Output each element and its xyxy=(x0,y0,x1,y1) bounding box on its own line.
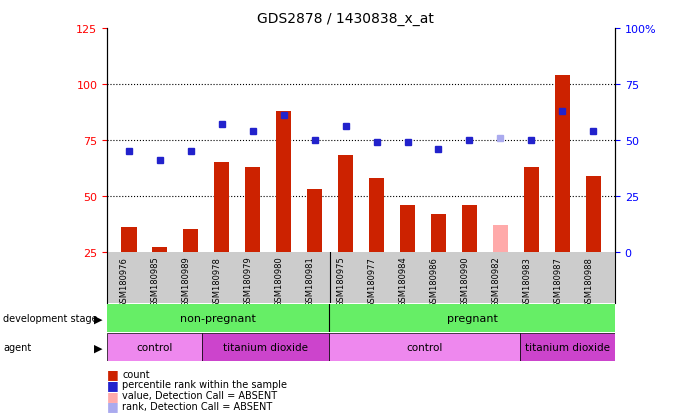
Text: GSM180981: GSM180981 xyxy=(305,256,314,307)
Text: GSM180979: GSM180979 xyxy=(244,256,253,307)
Text: GSM180982: GSM180982 xyxy=(491,256,500,307)
Text: rank, Detection Call = ABSENT: rank, Detection Call = ABSENT xyxy=(122,401,272,411)
Bar xyxy=(121,228,137,252)
Text: GSM180985: GSM180985 xyxy=(151,256,160,307)
Bar xyxy=(493,225,508,252)
Bar xyxy=(555,76,570,252)
Text: GSM180988: GSM180988 xyxy=(585,256,594,307)
Bar xyxy=(400,205,415,252)
Text: pregnant: pregnant xyxy=(446,313,498,323)
Bar xyxy=(307,190,322,252)
Text: ■: ■ xyxy=(107,389,119,402)
Bar xyxy=(585,176,601,252)
Bar xyxy=(276,112,292,252)
Bar xyxy=(214,163,229,252)
Text: ▶: ▶ xyxy=(94,313,102,323)
Text: count: count xyxy=(122,369,150,379)
Text: non-pregnant: non-pregnant xyxy=(180,313,256,323)
Bar xyxy=(245,167,261,252)
Bar xyxy=(524,167,539,252)
Text: GSM180976: GSM180976 xyxy=(120,256,129,307)
Bar xyxy=(338,156,353,252)
Bar xyxy=(183,230,198,252)
Text: GSM180984: GSM180984 xyxy=(399,256,408,307)
Bar xyxy=(152,247,167,252)
Text: GSM180990: GSM180990 xyxy=(460,256,469,306)
Text: ▶: ▶ xyxy=(94,342,102,352)
Bar xyxy=(330,333,520,361)
Text: GSM180978: GSM180978 xyxy=(213,256,222,307)
Text: GSM180975: GSM180975 xyxy=(337,256,346,307)
Text: titanium dioxide: titanium dioxide xyxy=(223,342,308,352)
Text: GSM180989: GSM180989 xyxy=(182,256,191,307)
Bar xyxy=(430,214,446,252)
Bar xyxy=(202,333,330,361)
Text: ■: ■ xyxy=(107,367,119,380)
Text: titanium dioxide: titanium dioxide xyxy=(525,342,610,352)
Text: control: control xyxy=(406,342,443,352)
Bar xyxy=(462,205,477,252)
Bar xyxy=(369,178,384,252)
Text: development stage: development stage xyxy=(3,313,98,323)
Text: GSM180987: GSM180987 xyxy=(553,256,562,307)
Text: ■: ■ xyxy=(107,399,119,413)
Text: GSM180983: GSM180983 xyxy=(522,256,531,307)
Text: GSM180986: GSM180986 xyxy=(430,256,439,307)
Text: GSM180980: GSM180980 xyxy=(274,256,283,307)
Bar xyxy=(107,333,202,361)
Text: agent: agent xyxy=(3,342,32,352)
Text: value, Detection Call = ABSENT: value, Detection Call = ABSENT xyxy=(122,390,277,400)
Text: percentile rank within the sample: percentile rank within the sample xyxy=(122,380,287,389)
Bar xyxy=(520,333,615,361)
Text: GSM180977: GSM180977 xyxy=(368,256,377,307)
Text: ■: ■ xyxy=(107,378,119,391)
Text: control: control xyxy=(137,342,173,352)
Text: GDS2878 / 1430838_x_at: GDS2878 / 1430838_x_at xyxy=(257,12,434,26)
